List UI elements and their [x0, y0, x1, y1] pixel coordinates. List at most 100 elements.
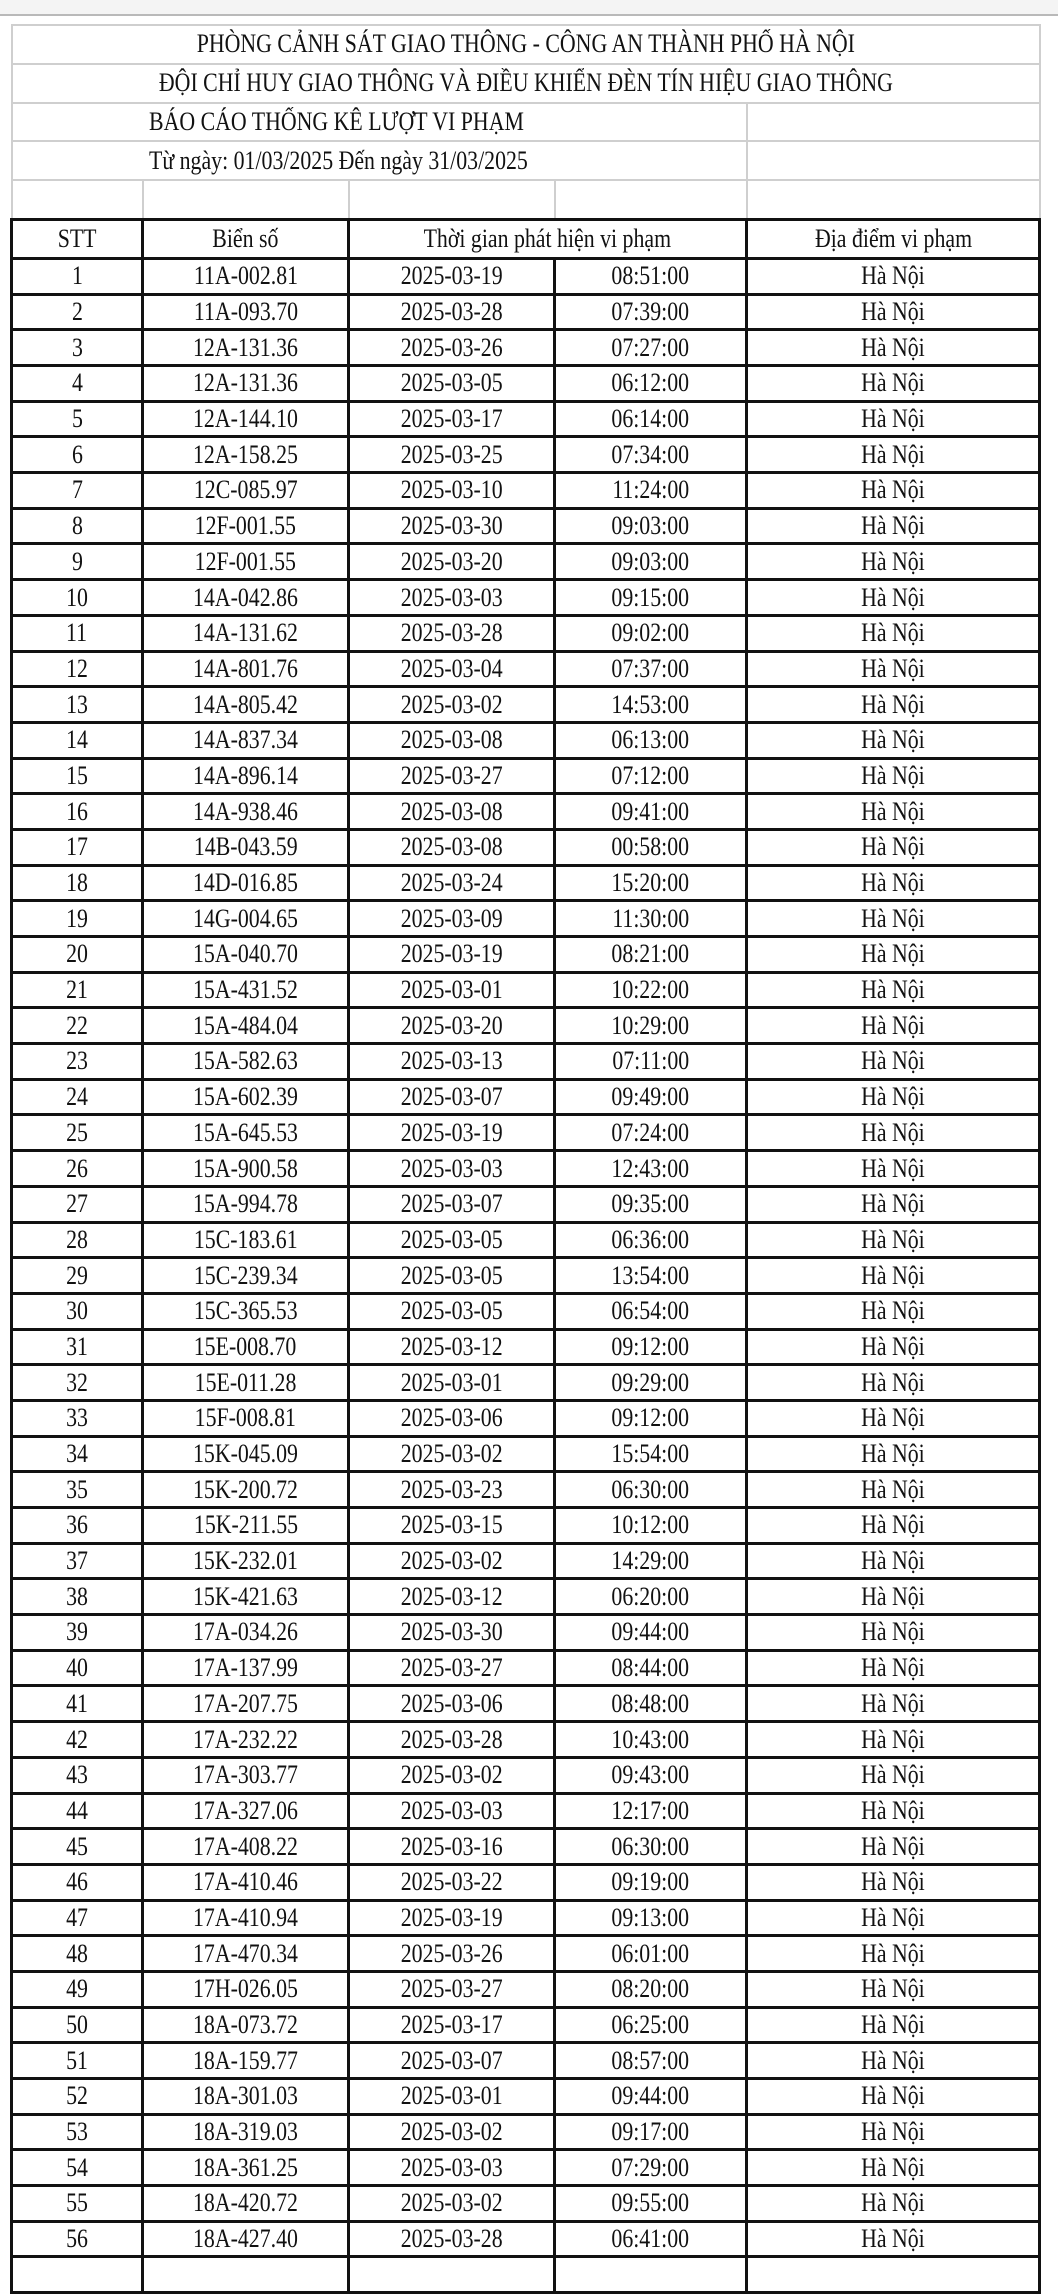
cell-location: Hà Nội [744, 578, 1042, 617]
cell-stt-text: 56 [66, 2224, 88, 2254]
cell-plate: 18A-319.03 [141, 2112, 350, 2152]
cell-plate-text: 14A-805.42 [193, 689, 298, 719]
table-row: 18 14D-016.85 2025-03-24 15:20:00 Hà Nội [10, 863, 1042, 903]
cell-stt: 17 [10, 827, 144, 867]
table-row: 50 18A-073.72 2025-03-17 06:25:00 Hà Nội [10, 2005, 1042, 2045]
cell-location: Hà Nội [744, 506, 1042, 546]
table-row: 54 18A-361.25 2025-03-03 07:29:00 Hà Nội [10, 2148, 1042, 2188]
cell-stt-text: 20 [66, 939, 88, 969]
empty-cell [553, 2255, 748, 2294]
table-row: 48 17A-470.34 2025-03-26 06:01:00 Hà Nội [10, 1934, 1042, 1973]
cell-plate-text: 15A-040.70 [193, 939, 298, 969]
cell-time: 15:54:00 [553, 1434, 748, 1474]
table-row: 13 14A-805.42 2025-03-02 14:53:00 Hà Nội [10, 685, 1042, 724]
table-row: 1 11A-002.81 2025-03-19 08:51:00 Hà Nội [10, 256, 1042, 296]
cell-time-text: 11:24:00 [612, 475, 689, 505]
cell-location: Hà Nội [744, 1327, 1042, 1367]
cell-location: Hà Nội [744, 1934, 1042, 1973]
cell-plate: 14A-938.46 [141, 792, 350, 831]
cell-stt: 12 [10, 649, 144, 689]
cell-location-text: Hà Nội [861, 868, 925, 898]
cell-location-text: Hà Nội [861, 1474, 925, 1504]
cell-date-text: 2025-03-30 [400, 1617, 503, 1647]
table-row: 27 15A-994.78 2025-03-07 09:35:00 Hà Nội [10, 1184, 1042, 1224]
cell-plate: 12F-001.55 [141, 506, 350, 546]
cell-location-text: Hà Nội [861, 618, 925, 648]
cell-date-text: 2025-03-09 [400, 903, 503, 933]
table-row: 21 15A-431.52 2025-03-01 10:22:00 Hà Nội [10, 970, 1042, 1010]
cell-plate-text: 14A-801.76 [193, 653, 298, 683]
cell-date-text: 2025-03-02 [400, 1439, 503, 1469]
cell-stt-text: 40 [66, 1653, 88, 1683]
report-date-row: Từ ngày: 01/03/2025 Đến ngày 31/03/2025 [10, 140, 1041, 182]
cell-date-text: 2025-03-20 [400, 546, 503, 576]
cell-location: Hà Nội [744, 1755, 1042, 1795]
unit-name: ĐỘI CHỈ HUY GIAO THÔNG VÀ ĐIỀU KHIỂN ĐÈN… [158, 68, 893, 98]
cell-time: 06:54:00 [553, 1291, 748, 1331]
cell-plate-text: 12F-001.55 [194, 511, 297, 541]
cell-plate-text: 14A-042.86 [193, 582, 298, 612]
cell-date: 2025-03-03 [347, 2148, 556, 2188]
table-row: 55 18A-420.72 2025-03-02 09:55:00 Hà Nội [10, 2184, 1042, 2223]
cell-time: 09:13:00 [553, 1898, 748, 1938]
cell-location: Hà Nội [744, 1791, 1042, 1831]
cell-time-text: 09:15:00 [611, 582, 690, 612]
cell-location: Hà Nội [744, 1613, 1042, 1652]
cell-stt-text: 38 [66, 1581, 88, 1611]
cell-stt: 47 [10, 1898, 144, 1938]
cell-time: 09:17:00 [553, 2112, 748, 2152]
cell-location: Hà Nội [744, 827, 1042, 867]
cell-location: Hà Nội [744, 649, 1042, 689]
cell-plate: 12A-131.36 [141, 364, 350, 403]
cell-date-text: 2025-03-26 [400, 1938, 503, 1968]
table-row: 33 15F-008.81 2025-03-06 09:12:00 Hà Nội [10, 1398, 1042, 1438]
cell-stt-text: 51 [66, 2045, 88, 2075]
cell-plate-text: 18A-159.77 [193, 2045, 298, 2075]
table-row: 31 15E-008.70 2025-03-12 09:12:00 Hà Nội [10, 1327, 1042, 1367]
cell-location: Hà Nội [744, 399, 1042, 439]
cell-date-text: 2025-03-30 [400, 511, 503, 541]
cell-date: 2025-03-08 [347, 827, 556, 867]
cell-stt: 14 [10, 720, 144, 760]
table-row: 25 15A-645.53 2025-03-19 07:24:00 Hà Nội [10, 1113, 1042, 1153]
cell-stt-text: 17 [66, 832, 88, 862]
cell-time-text: 09:03:00 [611, 511, 690, 541]
cell-time: 13:54:00 [553, 1256, 748, 1295]
cell-location: Hà Nội [744, 2184, 1042, 2223]
cell-date-text: 2025-03-02 [400, 689, 503, 719]
cell-location: Hà Nội [744, 1470, 1042, 1510]
cell-stt-text: 50 [66, 2010, 88, 2040]
cell-time-text: 09:43:00 [611, 1760, 690, 1790]
cell-stt: 26 [10, 1149, 144, 1188]
cell-plate-text: 14B-043.59 [193, 832, 298, 862]
cell-time: 09:44:00 [553, 2077, 748, 2116]
table-row: 37 15K-232.01 2025-03-02 14:29:00 Hà Nội [10, 1541, 1042, 1581]
cell-location: Hà Nội [744, 292, 1042, 332]
cell-stt-text: 18 [66, 868, 88, 898]
cell-location-text: Hà Nội [861, 1403, 925, 1433]
cell-location-text: Hà Nội [861, 404, 925, 434]
cell-location-text: Hà Nội [861, 2188, 925, 2218]
table-row: 39 17A-034.26 2025-03-30 09:44:00 Hà Nội [10, 1613, 1042, 1652]
cell-stt: 10 [10, 578, 144, 617]
cell-date: 2025-03-25 [347, 435, 556, 475]
cell-time: 06:20:00 [553, 1577, 748, 1617]
cell-location: Hà Nội [744, 2041, 1042, 2081]
cell-location-text: Hà Nội [861, 975, 925, 1005]
empty-cell [745, 140, 1041, 182]
cell-location-text: Hà Nội [861, 1189, 925, 1219]
cell-plate-text: 17A-232.22 [193, 1724, 298, 1754]
cell-time: 14:53:00 [553, 685, 748, 724]
cell-time-text: 07:37:00 [611, 653, 690, 683]
cell-time: 08:57:00 [553, 2041, 748, 2081]
empty-cell [744, 2255, 1042, 2294]
cell-plate-text: 15A-602.39 [193, 1082, 298, 1112]
cell-time: 06:14:00 [553, 399, 748, 439]
report-header-line1: PHÒNG CẢNH SÁT GIAO THÔNG - CÔNG AN THÀN… [10, 24, 1041, 65]
table-row: 35 15K-200.72 2025-03-23 06:30:00 Hà Nội [10, 1470, 1042, 1510]
cell-time: 08:44:00 [553, 1648, 748, 1688]
cell-time-text: 14:53:00 [611, 689, 690, 719]
report-header-line2: ĐỘI CHỈ HUY GIAO THÔNG VÀ ĐIỀU KHIỂN ĐÈN… [10, 62, 1041, 104]
cell-stt: 34 [10, 1434, 144, 1474]
cell-plate-text: 11A-093.70 [193, 297, 298, 327]
